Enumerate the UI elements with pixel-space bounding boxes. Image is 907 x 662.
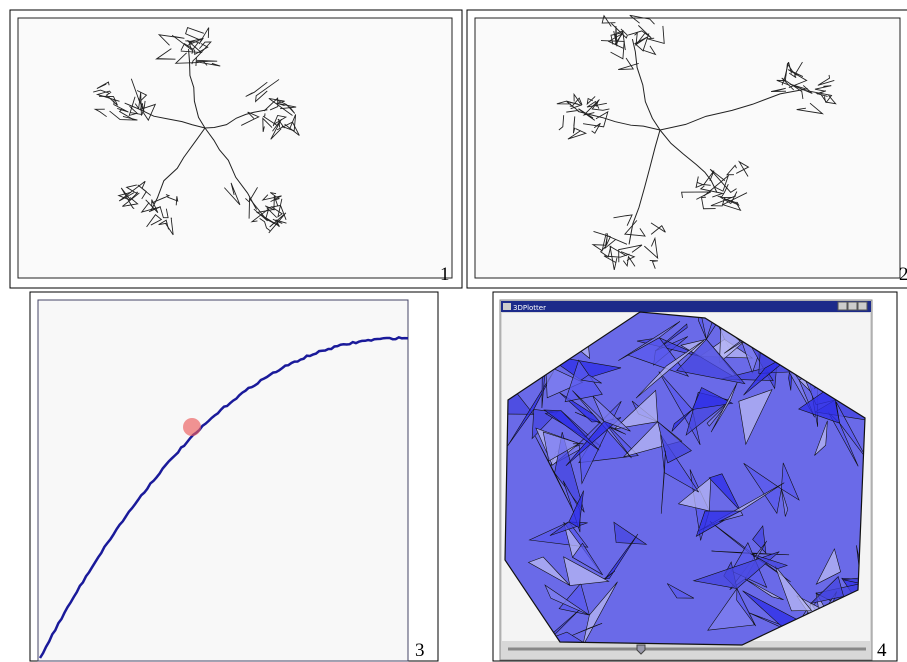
panel-label: 1	[440, 264, 450, 285]
window-title: 3DPlotter	[513, 304, 546, 312]
figure: 1 2 3 3DPlotter 4	[0, 0, 907, 662]
minimize-button[interactable]	[838, 302, 847, 310]
panel-label: 4	[877, 640, 887, 661]
window-icon	[503, 303, 511, 310]
panel-canvas	[38, 300, 408, 661]
close-button[interactable]	[858, 302, 867, 310]
maximize-button[interactable]	[848, 302, 857, 310]
window-titlebar	[501, 301, 871, 312]
panel-label: 3	[415, 640, 425, 661]
panel-canvas	[18, 18, 452, 278]
panel-label: 2	[899, 264, 907, 285]
panel-canvas	[475, 18, 900, 278]
highlight-point	[183, 418, 201, 436]
